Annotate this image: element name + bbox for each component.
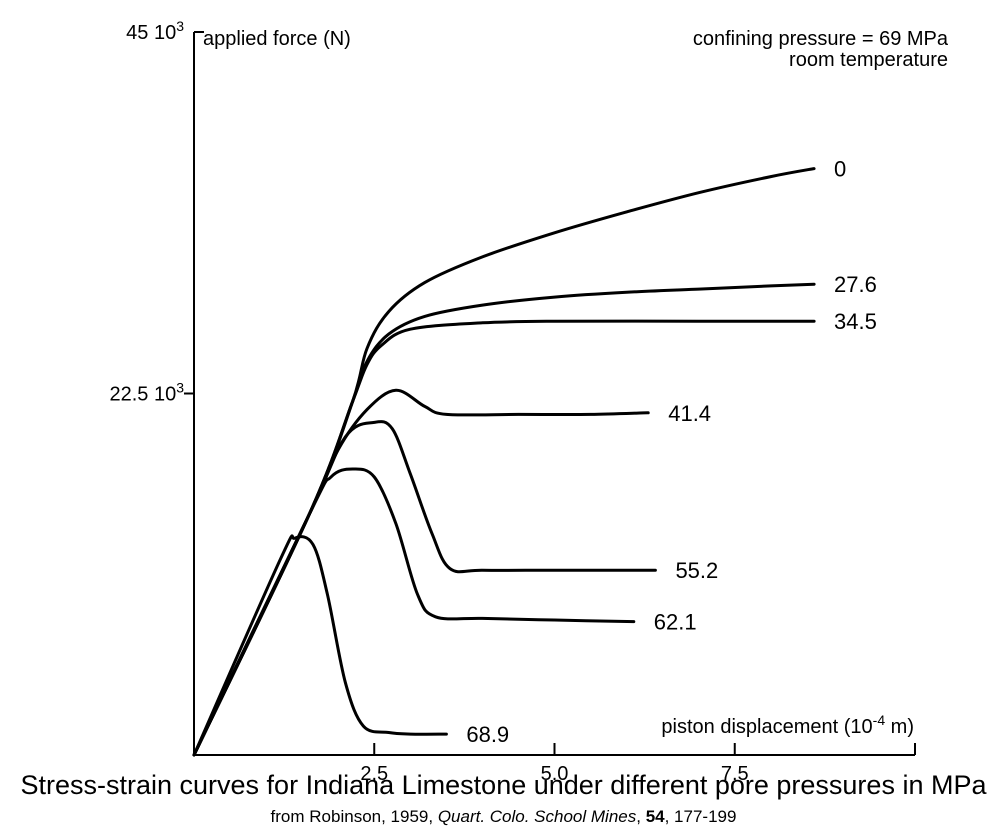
curve-label-41.4: 41.4 (668, 401, 711, 426)
source-suffix: , 177-199 (664, 807, 737, 826)
curve-label-62.1: 62.1 (654, 610, 697, 635)
curve-41.4 (192, 388, 650, 757)
source-citation: from Robinson, 1959, Quart. Colo. School… (0, 807, 1007, 827)
x-axis-title-exponent: -4 (873, 712, 886, 728)
series-group (192, 167, 816, 757)
y-tick-label-base: 22.5 10 (109, 384, 176, 406)
y-tick-label: 22.5 103 (109, 380, 184, 406)
y-tick-label-exponent: 3 (176, 380, 184, 396)
labels-group: 0 27.6 34.5 41.4 55.2 62.1 68.9 (466, 157, 877, 748)
temperature-annotation: room temperature (789, 49, 948, 71)
x-axis-title-base: piston displacement (10 (661, 716, 872, 738)
y-axis-title: applied force (N) (203, 28, 351, 50)
source-separator: , (636, 807, 646, 826)
source-volume: 54 (645, 807, 665, 826)
y-tick-label-base: 45 10 (126, 22, 176, 44)
x-axis-title: piston displacement (10-4 m) (661, 712, 914, 738)
curve-62.1 (192, 467, 636, 757)
curve-0 (192, 167, 816, 757)
x-tick-label: 2.5 (360, 763, 388, 785)
curve-label-27.6: 27.6 (834, 272, 877, 297)
curve-label-34.5: 34.5 (834, 309, 877, 334)
source-journal: Quart. Colo. School Mines (437, 807, 637, 826)
chart-caption: Stress-strain curves for Indiana Limesto… (20, 770, 987, 800)
x-axis-title-tail: m) (885, 716, 914, 738)
source-prefix: from Robinson, 1959, (270, 807, 438, 826)
curve-label-68.9: 68.9 (466, 722, 509, 747)
x-tick-label: 5.0 (541, 763, 569, 785)
curve-label-0: 0 (834, 157, 846, 182)
curve-68.9 (192, 534, 448, 757)
curve-27.6 (192, 282, 816, 757)
curve-label-55.2: 55.2 (675, 558, 718, 583)
confining-pressure-annotation: confining pressure = 69 MPa (693, 28, 949, 50)
curve-34.5 (192, 319, 816, 757)
y-tick-label-exponent: 3 (176, 18, 184, 34)
curve-55.2 (192, 420, 657, 757)
y-tick-label: 45 103 (126, 18, 184, 44)
x-tick-label: 7.5 (721, 763, 749, 785)
